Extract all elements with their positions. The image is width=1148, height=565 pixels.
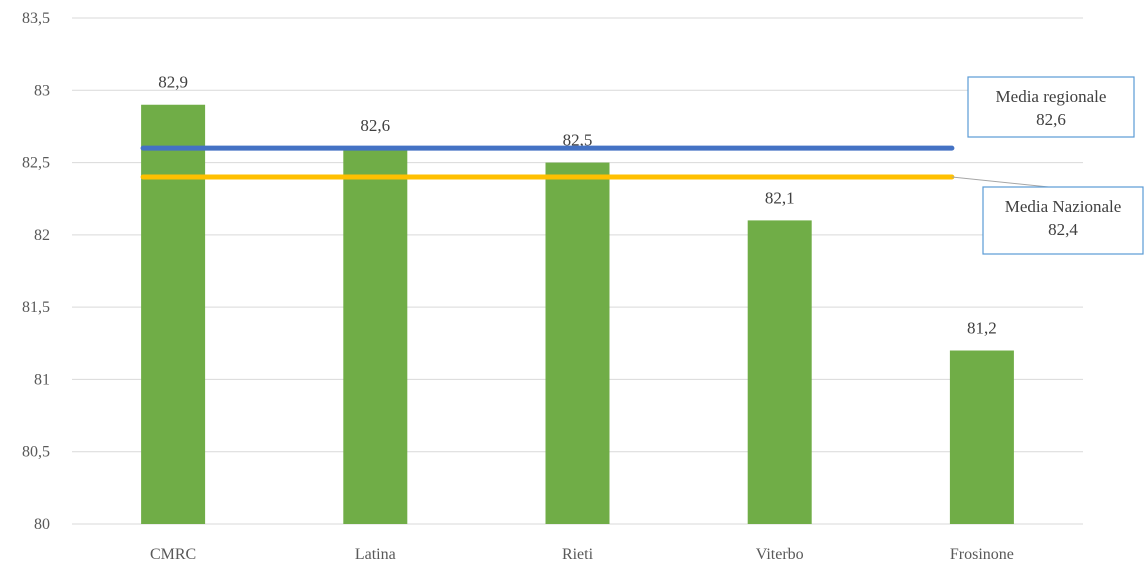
x-tick-label: Frosinone (950, 546, 1014, 563)
x-tick-label: Viterbo (756, 546, 804, 563)
reference-callouts: Media regionale 82,6 Media Nazionale 82,4 (951, 76, 1144, 255)
y-axis-ticks: 80 80,5 81 81,5 82 82,5 83 83,5 (22, 10, 50, 533)
bar (343, 148, 408, 524)
data-label: 82,6 (360, 116, 390, 135)
callout-value: 82,4 (1048, 220, 1078, 239)
bar (141, 104, 206, 524)
y-tick-label: 83 (34, 82, 50, 99)
data-label: 82,5 (563, 131, 593, 150)
x-tick-label: Rieti (562, 546, 594, 563)
bar (747, 220, 812, 524)
data-label: 81,2 (967, 319, 997, 338)
data-label: 82,9 (158, 73, 188, 92)
reference-lines (140, 145, 955, 180)
y-tick-label: 80,5 (22, 444, 50, 461)
x-tick-label: CMRC (150, 546, 196, 563)
y-tick-label: 82,5 (22, 155, 50, 172)
callout-title: Media Nazionale (1005, 197, 1122, 216)
x-tick-label: Latina (355, 546, 396, 563)
y-tick-label: 83,5 (22, 10, 50, 27)
x-axis-ticks: CMRC Latina Rieti Viterbo Frosinone (150, 546, 1014, 563)
y-tick-label: 81 (34, 371, 50, 388)
callout-title: Media regionale (996, 87, 1107, 106)
bars (141, 104, 1014, 525)
callout-value: 82,6 (1036, 110, 1066, 129)
bar (949, 350, 1014, 524)
callout-box (967, 76, 1135, 138)
y-tick-label: 80 (34, 516, 50, 533)
y-tick-label: 81,5 (22, 299, 50, 316)
data-labels: 82,9 82,6 82,5 82,1 81,2 (158, 73, 997, 338)
data-label: 82,1 (765, 188, 795, 207)
y-tick-label: 82 (34, 227, 50, 244)
callout-box (982, 186, 1144, 255)
bar (545, 162, 610, 525)
